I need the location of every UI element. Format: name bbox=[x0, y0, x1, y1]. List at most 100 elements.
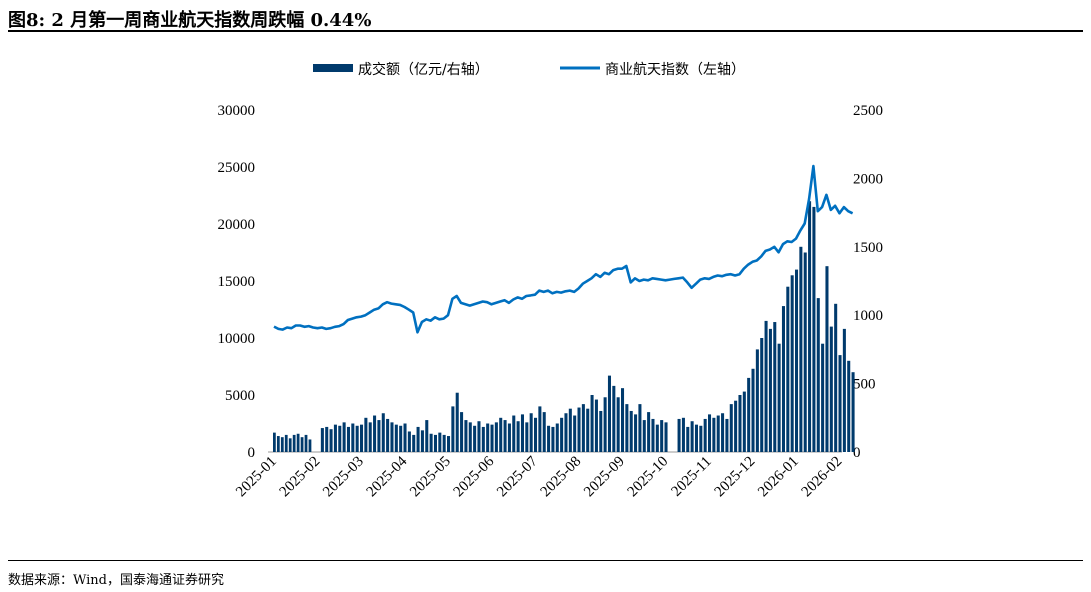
volume-bar bbox=[547, 425, 551, 452]
volume-bar bbox=[708, 414, 712, 452]
volume-bar bbox=[300, 437, 304, 452]
left-axis-tick-label: 25000 bbox=[218, 160, 256, 176]
volume-bar bbox=[638, 404, 642, 452]
volume-bar bbox=[538, 406, 542, 452]
volume-bar bbox=[325, 426, 329, 452]
volume-bar bbox=[346, 426, 350, 452]
volume-bar bbox=[560, 417, 564, 452]
volume-bar bbox=[664, 422, 668, 452]
volume-bar bbox=[655, 424, 659, 452]
volume-bar bbox=[525, 422, 529, 452]
volume-bar bbox=[386, 418, 390, 452]
volume-bar bbox=[603, 397, 607, 452]
right-axis-tick-label: 2000 bbox=[853, 171, 883, 187]
volume-bar bbox=[390, 422, 394, 452]
volume-bar bbox=[280, 437, 284, 452]
volume-bar bbox=[577, 407, 581, 452]
volume-bar bbox=[460, 412, 464, 452]
volume-bar bbox=[799, 246, 803, 452]
volume-bar bbox=[420, 430, 424, 452]
x-axis-tick-label: 2025-09 bbox=[581, 454, 628, 501]
x-axis-tick-label: 2026-02 bbox=[799, 454, 846, 501]
x-axis-tick-label: 2025-10 bbox=[625, 454, 672, 501]
volume-bar bbox=[368, 422, 372, 452]
volume-bar bbox=[338, 425, 342, 452]
legend-line-label: 商业航天指数（左轴） bbox=[605, 62, 745, 78]
volume-bar bbox=[364, 417, 368, 452]
volume-bar bbox=[686, 426, 690, 452]
x-axis-tick-label: 2025-06 bbox=[451, 453, 498, 500]
x-axis-tick-label: 2025-04 bbox=[364, 453, 411, 500]
volume-bar bbox=[360, 424, 364, 452]
volume-bar bbox=[273, 432, 276, 452]
x-axis-tick-label: 2025-08 bbox=[538, 454, 585, 501]
volume-bar bbox=[292, 434, 296, 452]
volume-bar bbox=[699, 425, 703, 452]
volume-bar bbox=[433, 434, 437, 452]
volume-bar bbox=[677, 418, 681, 452]
volume-bar bbox=[751, 368, 755, 452]
volume-bar bbox=[342, 422, 346, 452]
volume-bar bbox=[795, 269, 799, 452]
volume-bar bbox=[712, 417, 716, 452]
volume-bar bbox=[490, 424, 494, 452]
volume-bar bbox=[812, 206, 816, 452]
volume-bar bbox=[725, 418, 729, 452]
volume-bar bbox=[507, 423, 511, 452]
x-axis-tick-label: 2025-03 bbox=[320, 454, 367, 501]
chart-svg: 成交额（亿元/右轴） 商业航天指数（左轴） 050001000015000200… bbox=[218, 61, 884, 501]
volume-bar bbox=[494, 422, 498, 452]
left-axis-tick-label: 30000 bbox=[218, 103, 256, 119]
volume-bar bbox=[399, 425, 403, 452]
volume-bar bbox=[642, 420, 646, 452]
volume-bar bbox=[660, 420, 664, 452]
volume-bar bbox=[651, 418, 655, 452]
right-axis-tick-label: 1500 bbox=[853, 240, 883, 256]
volume-bar bbox=[786, 286, 790, 452]
volume-bar bbox=[760, 338, 764, 452]
x-axis-tick-label: 2025-07 bbox=[494, 453, 541, 500]
volume-bar bbox=[808, 201, 812, 452]
volume-bar bbox=[616, 397, 620, 452]
source-note: 数据来源：Wind，国泰海通证券研究 bbox=[8, 573, 224, 588]
volume-bar bbox=[381, 413, 385, 452]
volume-bar bbox=[703, 418, 707, 452]
volume-bar bbox=[803, 252, 807, 452]
x-axis-tick-label: 2025-12 bbox=[712, 454, 759, 501]
volume-bar bbox=[394, 424, 398, 452]
x-axis-tick-label: 2026-01 bbox=[755, 454, 802, 501]
volume-bar bbox=[625, 404, 629, 452]
left-axis-tick-label: 20000 bbox=[218, 217, 256, 233]
volume-bar bbox=[716, 415, 720, 452]
left-axis-tick-label: 10000 bbox=[218, 331, 256, 347]
volume-bar bbox=[304, 434, 308, 452]
volume-bar bbox=[594, 399, 598, 452]
volume-bar bbox=[542, 412, 546, 452]
volume-bar bbox=[407, 431, 411, 452]
volume-bar bbox=[296, 433, 300, 452]
volume-bar bbox=[477, 421, 481, 452]
volume-bar bbox=[486, 423, 490, 452]
volume-bar bbox=[551, 426, 555, 452]
volume-bar bbox=[573, 415, 577, 452]
volume-bar bbox=[377, 420, 381, 452]
volume-bar bbox=[308, 439, 312, 452]
volume-bar bbox=[629, 410, 633, 452]
volume-bar bbox=[738, 395, 742, 452]
volume-bar bbox=[721, 413, 725, 452]
volume-bar bbox=[355, 425, 359, 452]
volume-bar bbox=[512, 415, 516, 452]
volume-bar bbox=[534, 417, 538, 452]
volume-bar bbox=[764, 320, 768, 452]
x-axis-tick-label: 2025-01 bbox=[233, 454, 280, 501]
volume-bar bbox=[821, 343, 825, 452]
volume-bar bbox=[851, 372, 855, 452]
volume-bar bbox=[681, 417, 685, 452]
volume-bar bbox=[373, 415, 377, 452]
volume-bar bbox=[276, 436, 280, 452]
volume-bar bbox=[838, 355, 842, 452]
volume-bar bbox=[825, 266, 829, 452]
volume-bar bbox=[425, 420, 429, 452]
volume-bar bbox=[694, 424, 698, 452]
